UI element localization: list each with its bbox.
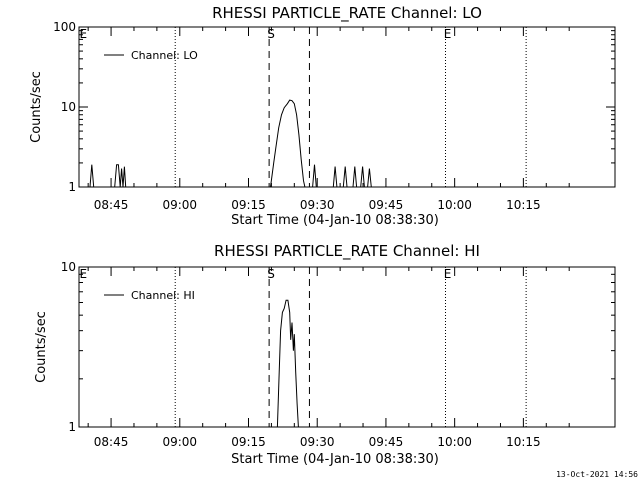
chart-1-y-tick-label: 1 (68, 180, 76, 194)
chart-1-x-tick-label: 09:45 (369, 198, 404, 212)
chart-1: RHESSI PARTICLE_RATE Channel: LO 1 10 100 08… (29, 4, 616, 228)
chart-2-marker-label: S (267, 267, 275, 281)
chart-2-legend-label: Channel: HI (131, 289, 195, 302)
chart-1-x-axis-title: Start Time (04-Jan-10 08:38:30) (231, 213, 439, 228)
chart-2-x-tick-label: 09:45 (369, 435, 404, 449)
chart-2-marker-label: E (79, 267, 87, 281)
chart-2-x-tick-label: 10:00 (437, 435, 472, 449)
chart-2-y-axis-title: Counts/sec (34, 311, 49, 383)
chart-1-x-tick-label: 09:15 (231, 198, 266, 212)
chart-2-x-tick-label: 10:15 (506, 435, 541, 449)
chart-1-series-line (342, 166, 348, 188)
chart-2-x-tick-label: 09:30 (300, 435, 335, 449)
chart-2: RHESSI PARTICLE_RATE Channel: HI 1 10 08:45… (34, 242, 616, 467)
chart-1-series-line (367, 168, 372, 188)
chart-2-marker-label: E (444, 267, 452, 281)
chart-1-marker-label: E (79, 27, 87, 41)
chart-2-y-tick-label: 10 (61, 260, 76, 274)
chart-1-x-tick-label: 10:00 (437, 198, 472, 212)
chart-1-x-tick-label: 10:15 (506, 198, 541, 212)
chart-1-series-line (114, 164, 127, 188)
chart-2-series-line (276, 299, 299, 428)
chart-2-y-tick-label: 1 (68, 420, 76, 434)
chart-2-title: RHESSI PARTICLE_RATE Channel: HI (214, 242, 480, 261)
chart-1-series-line (352, 166, 358, 188)
chart-1-y-tick-label: 10 (61, 100, 76, 114)
footer-timestamp: 13-Oct-2021 14:56 (556, 470, 638, 479)
chart-1-series-line (360, 166, 365, 188)
chart-2-x-axis-title: Start Time (04-Jan-10 08:38:30) (231, 452, 439, 467)
chart-1-legend-label: Channel: LO (131, 49, 198, 62)
chart-1-x-tick-label: 09:00 (162, 198, 197, 212)
chart-1-marker-label: S (267, 27, 275, 41)
chart-1-x-tick-label: 09:30 (300, 198, 335, 212)
chart-2-x-tick-label: 08:45 (94, 435, 129, 449)
chart-2-x-tick-label: 09:00 (162, 435, 197, 449)
chart-1-y-axis-title: Counts/sec (29, 71, 44, 143)
chart-1-series-line (332, 166, 338, 188)
chart-1-y-tick-label: 100 (53, 20, 76, 34)
chart-1-series-line (89, 164, 95, 188)
chart-1-x-tick-label: 08:45 (94, 198, 129, 212)
chart-1-title: RHESSI PARTICLE_RATE Channel: LO (212, 4, 482, 23)
chart-1-series-line (312, 164, 317, 188)
chart-2-plot-frame (78, 266, 616, 428)
chart-2-x-tick-label: 09:15 (231, 435, 266, 449)
chart-1-series-line (270, 99, 306, 188)
chart-1-marker-label: E (444, 27, 452, 41)
